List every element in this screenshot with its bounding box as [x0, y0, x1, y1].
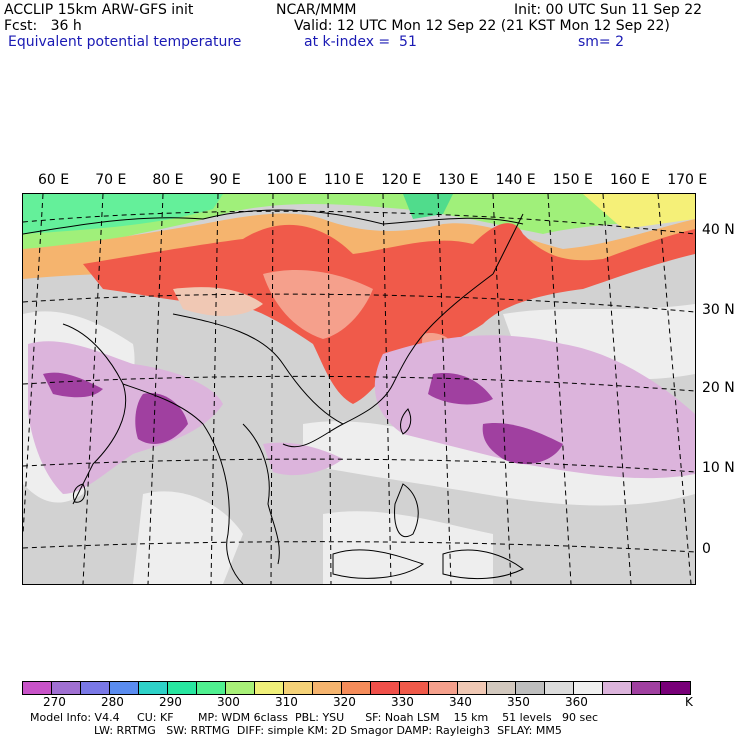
colorbar-swatch [516, 682, 545, 694]
colorbar-swatch [255, 682, 284, 694]
colorbar-swatch [458, 682, 487, 694]
colorbar-tick-label: 280 [101, 695, 124, 709]
purple-regions [28, 335, 695, 494]
smoothing-label: sm= 2 [578, 34, 625, 50]
colorbar-swatch [371, 682, 400, 694]
colorbar-tick-label: 330 [391, 695, 414, 709]
model-info-line: Model Info: V4.4 CU: KF MP: WDM 6class P… [30, 711, 599, 724]
colorbar-swatch [226, 682, 255, 694]
colorbar-tick-label: 290 [159, 695, 182, 709]
colorbar-swatch [661, 682, 690, 694]
longitude-label: 120 E [381, 172, 422, 188]
colorbar-tick-label: 300 [217, 695, 240, 709]
longitude-label: 130 E [438, 172, 479, 188]
latitude-label: 10 N [702, 460, 735, 476]
map-panel [22, 193, 696, 585]
field-name: Equivalent potential temperature [8, 34, 242, 50]
latitude-label: 20 N [702, 380, 735, 396]
longitude-label: 100 E [266, 172, 307, 188]
longitude-label: 70 E [95, 172, 127, 188]
colorbar-swatch [197, 682, 226, 694]
longitude-label: 90 E [209, 172, 241, 188]
colorbar [22, 681, 691, 695]
colorbar-swatch [603, 682, 632, 694]
longitude-label: 80 E [152, 172, 184, 188]
valid-time: Valid: 12 UTC Mon 12 Sep 22 (21 KST Mon … [294, 18, 670, 34]
colorbar-swatch [574, 682, 603, 694]
colorbar-swatch [632, 682, 661, 694]
colorbar-tick-label: K [685, 695, 693, 709]
colorbar-tick-label: 340 [449, 695, 472, 709]
colorbar-swatch [52, 682, 81, 694]
colorbar-swatch [81, 682, 110, 694]
longitude-label: 150 E [552, 172, 593, 188]
colorbar-swatch [110, 682, 139, 694]
level-label: at k-index = 51 [304, 34, 417, 50]
colorbar-swatch [429, 682, 458, 694]
colorbar-tick-label: 270 [43, 695, 66, 709]
longitude-label: 170 E [667, 172, 708, 188]
colorbar-swatch [168, 682, 197, 694]
colorbar-swatch [487, 682, 516, 694]
longitude-label: 140 E [495, 172, 536, 188]
green-band [23, 194, 695, 254]
physics-info-line: LW: RRTMG SW: RRTMG DIFF: simple KM: 2D … [94, 724, 562, 737]
longitude-label: 160 E [610, 172, 651, 188]
graticule [23, 194, 695, 584]
latitude-label: 30 N [702, 302, 735, 318]
latitude-label: 0 [702, 541, 711, 557]
colorbar-swatch [23, 682, 52, 694]
colorbar-swatch [545, 682, 574, 694]
colorbar-swatch [400, 682, 429, 694]
colorbar-swatch [342, 682, 371, 694]
colorbar-swatch [139, 682, 168, 694]
longitude-label: 110 E [324, 172, 365, 188]
init-time: Init: 00 UTC Sun 11 Sep 22 [514, 2, 703, 18]
organization-label: NCAR/MMM [276, 2, 357, 18]
colorbar-tick-label: 310 [275, 695, 298, 709]
colorbar-swatch [313, 682, 342, 694]
model-title: ACCLIP 15km ARW-GFS init [4, 2, 194, 18]
latitude-label: 40 N [702, 222, 735, 238]
colorbar-swatch [284, 682, 313, 694]
map-field [23, 194, 695, 584]
coastlines [23, 209, 524, 584]
forecast-hour: Fcst: 36 h [4, 18, 82, 34]
colorbar-tick-label: 350 [507, 695, 530, 709]
longitude-label: 60 E [38, 172, 70, 188]
colorbar-tick-label: 320 [333, 695, 356, 709]
colorbar-tick-label: 360 [565, 695, 588, 709]
